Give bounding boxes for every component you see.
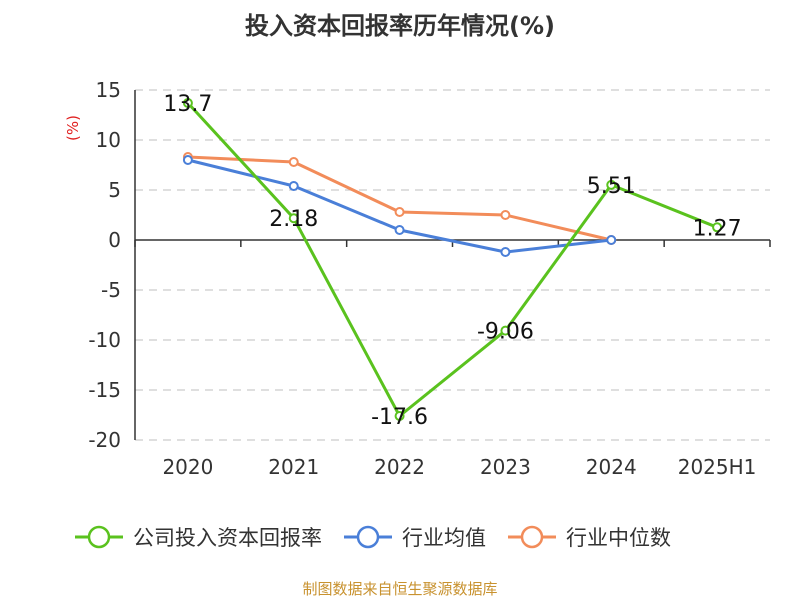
y-tick-label: 0 (108, 228, 121, 252)
series-point-1 (182, 155, 193, 165)
y-tick-label: -10 (88, 328, 121, 352)
y-tick-label: 10 (96, 128, 121, 152)
series-point-0 (288, 213, 299, 224)
y-tick-label: 5 (108, 178, 121, 202)
y-tick-label: -15 (88, 378, 121, 402)
legend-label: 行业均值 (402, 526, 486, 550)
source-note: 制图数据来自恒生聚源数据库 (302, 580, 497, 598)
series-point-0 (500, 325, 511, 336)
series-point-0 (712, 222, 723, 233)
data-labels: 13.7 2.18 -17.6 -9.06 5.51 1.27 (163, 92, 741, 430)
x-tick-label: 2023 (480, 455, 531, 479)
x-tick-label: 2024 (586, 455, 637, 479)
x-tick-label: 2020 (162, 455, 213, 479)
axes: 15 10 5 0 -5 -10 -15 -20 2020 2021 2022 2023 2024 202… (88, 78, 771, 479)
legend: 公司投入资本回报率 行业均值 行业中位数 (75, 525, 671, 550)
legend-item-2[interactable]: 行业中位数 (508, 525, 671, 550)
data-label: -9.06 (477, 320, 534, 345)
data-label: 13.7 (163, 92, 212, 117)
series-line-0 (186, 101, 718, 418)
x-tick-label: 2025H1 (678, 455, 757, 479)
series-point-0 (394, 411, 405, 421)
data-label: 1.27 (693, 216, 742, 241)
y-tick-label: -20 (88, 428, 121, 452)
legend-swatch-marker (356, 525, 380, 549)
y-unit-label: (%) (64, 115, 82, 141)
series-point-2 (288, 157, 299, 167)
series-point-1 (288, 181, 299, 191)
chart-title: 投入资本回报率历年情况(%) (245, 12, 555, 40)
legend-item-1[interactable]: 行业均值 (344, 525, 486, 550)
series-point-0 (606, 179, 617, 190)
legend-label: 公司投入资本回报率 (133, 526, 322, 550)
y-tick-label: -5 (101, 278, 121, 302)
legend-swatch-marker (87, 525, 111, 549)
series-point-1 (500, 247, 511, 257)
x-tick-label: 2022 (374, 455, 425, 479)
series-point-2 (500, 210, 511, 220)
series-layer (182, 98, 723, 421)
grid (135, 89, 770, 441)
y-tick-label: 15 (96, 78, 121, 102)
series-point-1 (606, 235, 617, 245)
legend-item-0[interactable]: 公司投入资本回报率 (75, 525, 322, 550)
x-tick-label: 2021 (268, 455, 319, 479)
series-point-1 (394, 225, 405, 235)
legend-swatch-marker (520, 525, 544, 549)
series-point-2 (394, 207, 405, 217)
series-point-0 (182, 98, 193, 108)
legend-label: 行业中位数 (566, 526, 671, 550)
data-label: -17.6 (371, 405, 428, 430)
data-label: 5.51 (587, 174, 636, 199)
data-label: 2.18 (269, 207, 318, 232)
